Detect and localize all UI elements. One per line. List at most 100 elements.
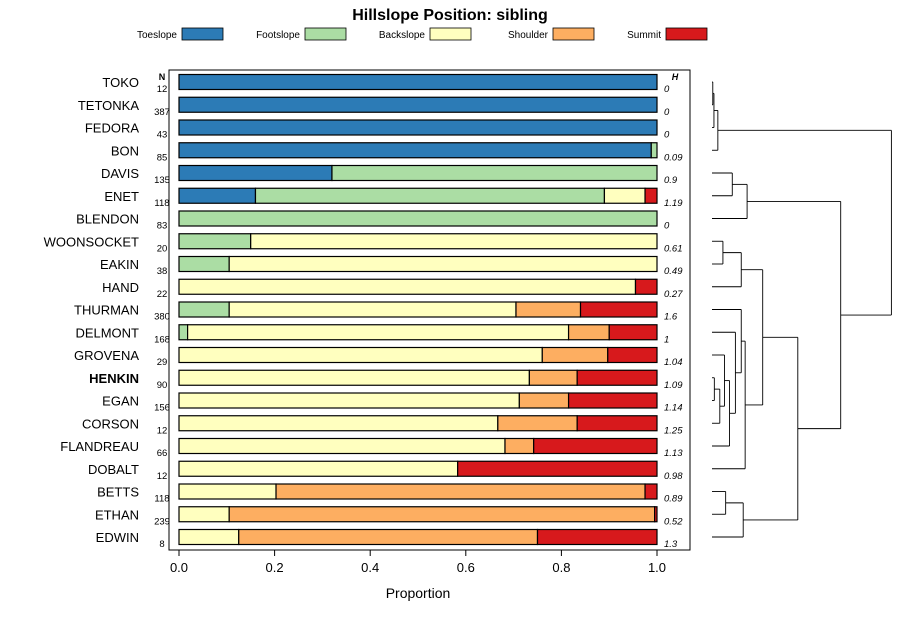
x-tick-label: 0.0 [170,560,188,575]
bar-segment-summit [576,415,658,432]
row-n-value: 66 [157,448,168,459]
row-label: FEDORA [85,121,140,136]
bar-segment-toeslope [178,142,652,159]
bar-segment-summit [567,392,658,409]
row-label: ETHAN [95,507,139,522]
row-h-value: 0.89 [664,494,683,505]
row-n-value: 43 [157,130,168,141]
row-label: GROVENA [74,348,139,363]
row-n-value: 85 [157,152,168,163]
bar-segment-backslope [178,278,637,295]
row-label: BLENDON [76,212,139,227]
bar-segment-summit [536,528,658,546]
bar-segment-toeslope [178,187,257,204]
row-h-value: 1.13 [664,448,683,459]
row-h-value: 0.09 [664,152,683,163]
x-tick-label: 0.8 [552,560,570,575]
row-h-value: 0.49 [664,266,683,277]
bar-segment-backslope [228,301,517,318]
legend-label-toeslope: Toeslope [137,30,177,41]
bar-segment-shoulder [228,506,656,523]
legend-swatch-footslope [304,27,347,41]
bar-segment-summit [576,369,658,386]
row-h-value: 0.52 [664,516,683,527]
bar-segment-backslope [178,346,543,364]
x-tick-label: 0.6 [457,560,475,575]
row-n-value: 135 [154,175,170,186]
bar-segment-backslope [178,437,506,455]
row-n-value: 168 [154,334,170,345]
row-label: HAND [102,280,139,295]
bar-segment-backslope [178,369,530,386]
n-column-header: N [159,72,166,82]
row-n-value: 20 [157,243,168,254]
row-h-value: 0 [664,130,670,141]
row-n-value: 118 [154,494,169,505]
row-h-value: 1.19 [664,198,683,209]
row-h-value: 1.6 [664,312,678,323]
bar-segment-summit [457,460,658,477]
row-label: EGAN [102,394,139,409]
bar-segment-summit [533,437,658,455]
row-h-value: 0 [664,107,670,118]
bar-segment-backslope [178,506,230,523]
bar-segment-shoulder [541,346,609,364]
row-h-value: 1.04 [664,357,683,368]
row-n-value: 12 [157,471,168,482]
chart-title: Hillslope Position: sibling [352,7,548,24]
row-label: HENKIN [89,371,139,386]
legend-label-footslope: Footslope [256,30,300,41]
bar-segment-shoulder [518,392,570,409]
row-label: DOBALT [88,462,139,477]
x-tick-label: 1.0 [648,560,666,575]
row-n-value: 387 [154,107,170,118]
legend-swatch-backslope [429,27,472,41]
bar-segment-backslope [178,415,499,432]
bar-segment-footslope [650,142,658,159]
row-h-value: 1.25 [664,425,683,436]
row-n-value: 90 [157,380,168,391]
bar-segment-footslope [254,187,606,204]
bar-segment-backslope [250,233,658,250]
row-label: BETTS [97,485,139,500]
row-n-value: 12 [157,84,168,95]
bar-segment-backslope [603,187,646,204]
bar-segment-footslope [178,233,252,250]
bar-segment-footslope [178,255,230,273]
bar-segment-shoulder [528,369,578,386]
row-n-value: 380 [154,312,170,323]
bar-segment-toeslope [178,73,658,91]
bar-segment-shoulder [497,415,578,432]
row-label: WOONSOCKET [44,234,139,249]
bar-segment-toeslope [178,119,658,136]
row-h-value: 1.3 [664,539,678,550]
row-n-value: 83 [157,221,168,232]
row-h-value: 0 [664,221,670,232]
bar-segment-backslope [178,483,277,500]
legend-label-shoulder: Shoulder [508,30,549,41]
row-n-value: 12 [157,425,168,436]
x-axis-label: Proportion [386,585,451,601]
row-label: DELMONT [75,325,139,340]
bar-segment-summit [644,483,658,500]
plot-frame [168,69,691,551]
row-label: DAVIS [101,166,139,181]
h-column-header: H [672,72,679,82]
bar-segment-shoulder [567,324,610,341]
row-n-value: 29 [157,357,168,368]
legend-swatch-toeslope [181,27,224,41]
row-label: TOKO [102,75,139,90]
row-n-value: 38 [157,266,168,277]
legend-swatch-summit [665,27,708,41]
bar-segment-backslope [178,392,520,409]
row-label: FLANDREAU [60,439,139,454]
legend-swatch-shoulder [552,27,595,41]
bar-segment-summit [654,506,658,523]
row-h-value: 1.09 [664,380,683,391]
bar-segment-summit [607,346,658,364]
bar-segment-footslope [178,324,189,341]
x-tick-label: 0.4 [361,560,379,575]
bar-segment-shoulder [238,528,539,546]
